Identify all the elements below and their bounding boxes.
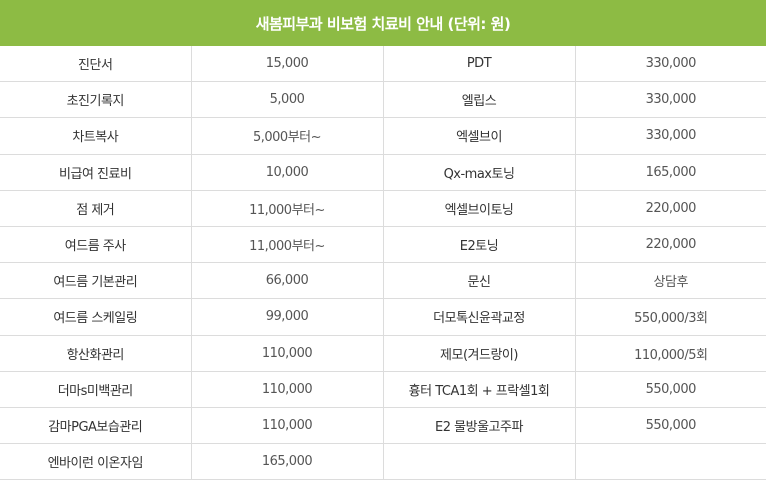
treatment-name-cell: 엘립스 — [383, 81, 576, 119]
treatment-price-cell: 110,000/5회 — [575, 335, 766, 372]
treatment-name-cell: 차트복사 — [0, 117, 192, 155]
treatment-name-cell: 비급여 진료비 — [0, 154, 192, 191]
treatment-name-cell: 초진기록지 — [0, 81, 192, 119]
treatment-name-cell: E2 물방울고주파 — [383, 407, 576, 445]
treatment-price-cell: 11,000부터~ — [191, 190, 384, 227]
treatment-price-cell: 110,000 — [191, 371, 384, 408]
treatment-price-cell: 165,000 — [575, 154, 766, 191]
treatment-name-cell: E2토닝 — [383, 226, 576, 264]
table-row: 여드름 스케일링 99,000 더모톡신윤곽교정 550,000/3회 — [0, 298, 766, 336]
table-row: 진단서 15,000 PDT 330,000 — [0, 46, 766, 83]
treatment-price-cell: 550,000/3회 — [575, 298, 766, 336]
table-title: 새봄피부과 비보험 치료비 안내 (단위: 원) — [0, 0, 766, 46]
treatment-name-cell: 제모(겨드랑이) — [383, 335, 576, 372]
treatment-price-cell: 110,000 — [191, 335, 384, 372]
table-row: 초진기록지 5,000 엘립스 330,000 — [0, 81, 766, 119]
treatment-price-cell: 330,000 — [575, 81, 766, 119]
treatment-price-cell: 220,000 — [575, 226, 766, 264]
treatment-name-cell: 항산화관리 — [0, 335, 192, 372]
treatment-name-cell: 엑셀브이토닝 — [383, 190, 576, 227]
table-row: 더마s미백관리 110,000 흉터 TCA1회 + 프락셀1회 550,000 — [0, 371, 766, 408]
treatment-price-cell: 550,000 — [575, 407, 766, 445]
treatment-name-cell: Qx-max토닝 — [383, 154, 576, 191]
treatment-price-cell: 110,000 — [191, 407, 384, 445]
treatment-price-cell: 11,000부터~ — [191, 226, 384, 264]
treatment-name-cell: 여드름 주사 — [0, 226, 192, 264]
treatment-price-cell: 5,000부터~ — [191, 117, 384, 155]
treatment-name-cell: 감마PGA보습관리 — [0, 407, 192, 445]
treatment-price-cell: 330,000 — [575, 117, 766, 155]
treatment-name-cell: 문신 — [383, 262, 576, 300]
table-row: 비급여 진료비 10,000 Qx-max토닝 165,000 — [0, 154, 766, 191]
treatment-price-cell: 550,000 — [575, 371, 766, 408]
treatment-name-cell: 여드름 기본관리 — [0, 262, 192, 300]
treatment-name-cell: 흉터 TCA1회 + 프락셀1회 — [383, 371, 576, 408]
treatment-name-cell: 엑셀브이 — [383, 117, 576, 155]
price-table-body: 진단서 15,000 PDT 330,000 초진기록지 5,000 엘립스 330,000 차… — [0, 46, 766, 480]
treatment-price-cell: 330,000 — [575, 46, 766, 83]
treatment-name-cell — [383, 443, 576, 480]
treatment-price-cell: 99,000 — [191, 298, 384, 336]
treatment-price-cell: 5,000 — [191, 81, 384, 119]
price-table: 진단서 15,000 PDT 330,000 초진기록지 5,000 엘립스 330,000 차… — [0, 46, 766, 480]
table-title-text: 새봄피부과 비보험 치료비 안내 (단위: 원) — [255, 14, 511, 33]
treatment-price-cell: 220,000 — [575, 190, 766, 227]
treatment-price-cell: 상담후 — [575, 262, 766, 300]
treatment-price-cell: 15,000 — [191, 46, 384, 83]
table-row: 여드름 기본관리 66,000 문신 상담후 — [0, 262, 766, 300]
treatment-name-cell: 더모톡신윤곽교정 — [383, 298, 576, 336]
table-row: 차트복사 5,000부터~ 엑셀브이 330,000 — [0, 117, 766, 155]
treatment-name-cell: 진단서 — [0, 46, 192, 83]
table-row: 점 제거 11,000부터~ 엑셀브이토닝 220,000 — [0, 190, 766, 227]
treatment-name-cell: PDT — [383, 46, 576, 83]
table-row: 엔바이런 이온자임 165,000 — [0, 443, 766, 480]
table-row: 감마PGA보습관리 110,000 E2 물방울고주파 550,000 — [0, 407, 766, 445]
table-row: 항산화관리 110,000 제모(겨드랑이) 110,000/5회 — [0, 335, 766, 372]
treatment-name-cell: 점 제거 — [0, 190, 192, 227]
treatment-name-cell: 여드름 스케일링 — [0, 298, 192, 336]
treatment-price-cell — [575, 443, 766, 480]
table-row: 여드름 주사 11,000부터~ E2토닝 220,000 — [0, 226, 766, 264]
treatment-price-cell: 66,000 — [191, 262, 384, 300]
treatment-price-cell: 10,000 — [191, 154, 384, 191]
treatment-price-cell: 165,000 — [191, 443, 384, 480]
treatment-name-cell: 엔바이런 이온자임 — [0, 443, 192, 480]
treatment-name-cell: 더마s미백관리 — [0, 371, 192, 408]
